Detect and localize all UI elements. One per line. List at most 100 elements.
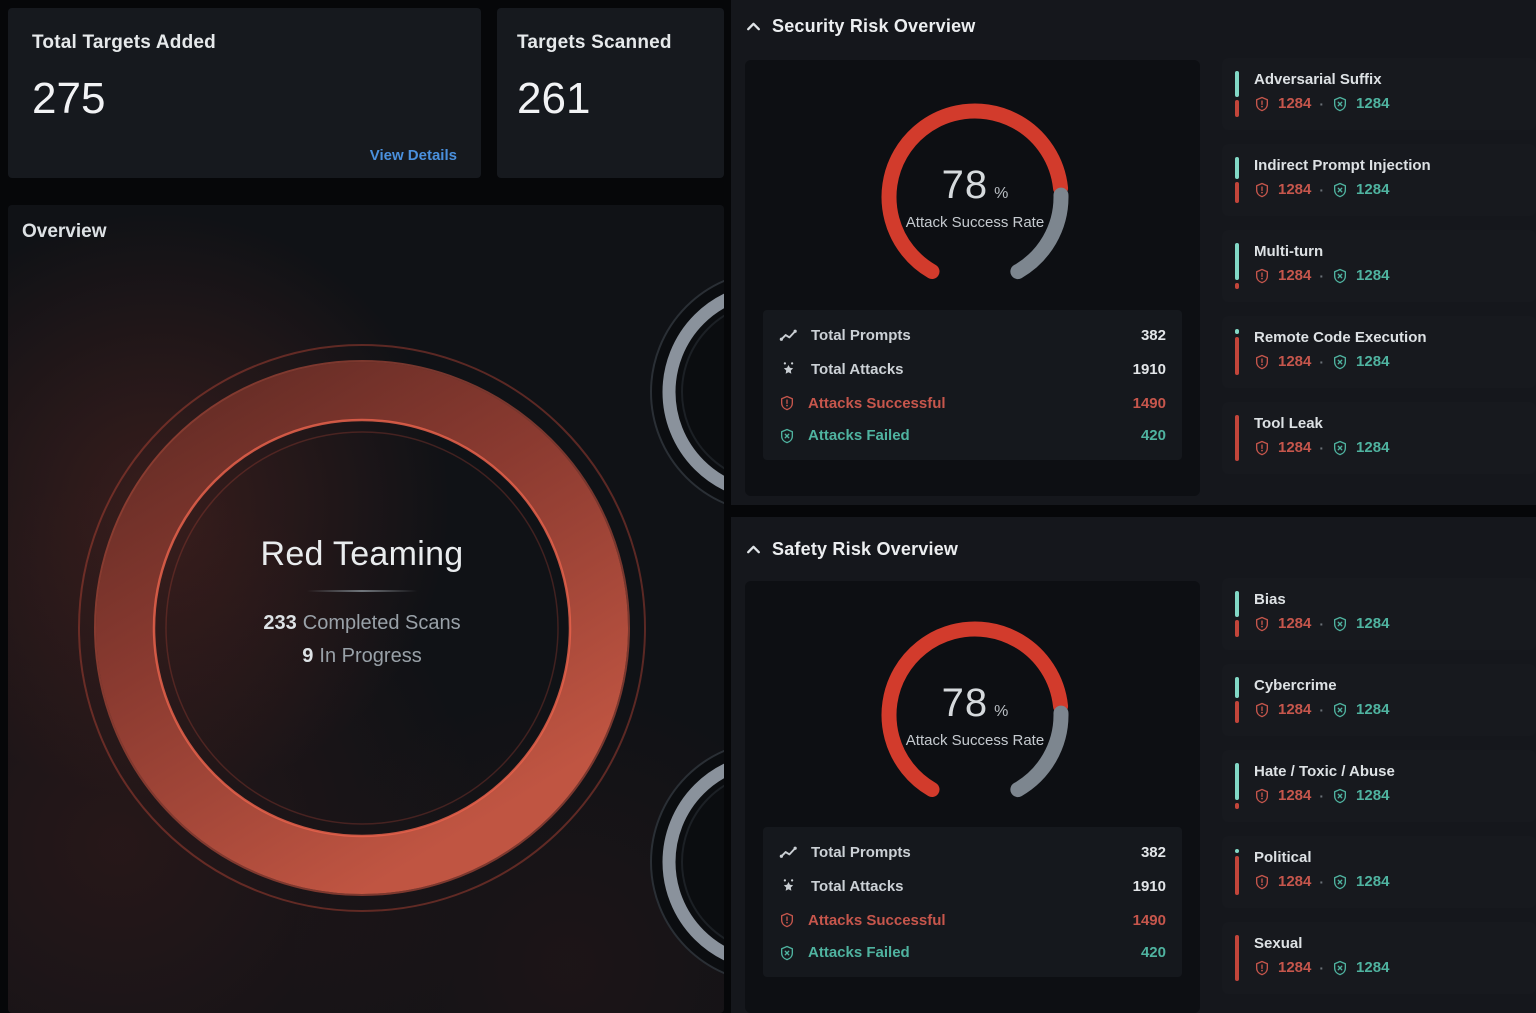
ring-divider xyxy=(307,590,417,592)
category-minibar xyxy=(1235,329,1239,375)
security-gauge-card: 78% Attack Success Rate Total Prompts 38… xyxy=(745,60,1200,496)
category-card[interactable]: Adversarial Suffix 1284 · 1284 xyxy=(1222,58,1536,130)
stat-label: Attacks Successful xyxy=(808,394,946,412)
category-minibar xyxy=(1235,677,1239,723)
shield-x-icon xyxy=(1332,702,1348,718)
stat-value: 1490 xyxy=(1132,911,1166,929)
stat-label: Attacks Failed xyxy=(808,944,910,962)
shield-alert-icon xyxy=(779,912,795,928)
attacks-icon xyxy=(779,877,798,896)
security-risk-section: Security Risk Overview 78% Attack Succes… xyxy=(731,0,1536,505)
category-card[interactable]: Hate / Toxic / Abuse 1284 · 1284 xyxy=(1222,750,1536,822)
shield-alert-icon xyxy=(1254,788,1270,804)
minibar-failed-segment xyxy=(1235,591,1239,617)
attacks-successful-count: 1284 xyxy=(1278,959,1312,976)
targets-scanned-value: 261 xyxy=(517,74,591,123)
category-card[interactable]: Bias 1284 · 1284 xyxy=(1222,578,1536,650)
total-targets-title: Total Targets Added xyxy=(32,32,216,53)
category-card[interactable]: Indirect Prompt Injection 1284 · 1284 xyxy=(1222,144,1536,216)
stat-value: 382 xyxy=(1140,843,1166,861)
minibar-success-segment xyxy=(1235,700,1239,723)
shield-alert-icon xyxy=(1254,874,1270,890)
in-progress-line: 9 In Progress xyxy=(162,645,562,668)
category-list: Bias 1284 · 1284 Cybercrime 1284 · 1284 … xyxy=(1222,578,1536,994)
attacks-successful-count: 1284 xyxy=(1278,701,1312,718)
category-minibar xyxy=(1235,71,1239,117)
stat-row: Total Prompts 382 xyxy=(779,326,1166,345)
overview-title: Overview xyxy=(22,221,107,242)
attacks-failed-count: 1284 xyxy=(1356,701,1390,718)
category-name: Cybercrime xyxy=(1254,677,1337,694)
chevron-up-icon[interactable] xyxy=(745,541,762,558)
minibar-success-segment xyxy=(1235,337,1239,375)
ring-center-summary: Red Teaming 233 Completed Scans 9 In Progr… xyxy=(162,535,562,668)
stat-value: 1490 xyxy=(1132,394,1166,412)
attacks-failed-count: 1284 xyxy=(1356,267,1390,284)
total-targets-card: Total Targets Added 275 View Details xyxy=(8,8,481,178)
safety-section-header[interactable]: Safety Risk Overview xyxy=(745,539,958,560)
gauge-value: 78 xyxy=(941,681,989,725)
completed-scans-count: 233 xyxy=(263,612,297,634)
stat-label: Total Prompts xyxy=(811,843,911,861)
section-title: Safety Risk Overview xyxy=(772,539,959,559)
red-teaming-ring-chart xyxy=(78,344,646,912)
category-card[interactable]: Multi-turn 1284 · 1284 xyxy=(1222,230,1536,302)
overview-panel: Overview Red T xyxy=(8,205,724,1013)
view-details-link[interactable]: View Details xyxy=(369,147,457,164)
inactive-ring-chart-bottom[interactable] xyxy=(642,732,724,992)
category-list: Adversarial Suffix 1284 · 1284 Indirect … xyxy=(1222,58,1536,474)
stat-value: 420 xyxy=(1140,427,1166,445)
category-card[interactable]: Remote Code Execution 1284 · 1284 xyxy=(1222,316,1536,388)
category-minibar xyxy=(1235,591,1239,637)
category-card[interactable]: Political 1284 · 1284 xyxy=(1222,836,1536,908)
attacks-successful-count: 1284 xyxy=(1278,873,1312,890)
attacks-failed-count: 1284 xyxy=(1356,873,1390,890)
in-progress-label: In Progress xyxy=(319,645,422,667)
minibar-failed-segment xyxy=(1235,763,1239,800)
stat-label: Attacks Failed xyxy=(808,427,910,445)
dot-separator: · xyxy=(1319,615,1325,632)
inactive-ring-chart-top[interactable] xyxy=(642,262,724,522)
shield-alert-icon xyxy=(1254,960,1270,976)
minibar-success-segment xyxy=(1235,935,1239,981)
completed-scans-line: 233 Completed Scans xyxy=(162,612,562,635)
category-card[interactable]: Tool Leak 1284 · 1284 xyxy=(1222,402,1536,474)
gauge-value: 78 xyxy=(941,163,989,207)
security-section-header[interactable]: Security Risk Overview xyxy=(745,16,976,37)
minibar-success-segment xyxy=(1235,181,1239,203)
category-name: Indirect Prompt Injection xyxy=(1254,157,1431,174)
attacks-successful-count: 1284 xyxy=(1278,181,1312,198)
targets-scanned-card: Targets Scanned 261 xyxy=(497,8,724,178)
dot-separator: · xyxy=(1319,95,1325,112)
category-name: Adversarial Suffix xyxy=(1254,71,1382,88)
shield-x-icon xyxy=(1332,268,1348,284)
category-name: Political xyxy=(1254,849,1312,866)
minibar-success-segment xyxy=(1235,619,1239,637)
safety-risk-section: Safety Risk Overview 78% Attack Success … xyxy=(731,517,1536,1013)
stat-row: Attacks Successful 1490 xyxy=(779,912,1166,929)
category-card[interactable]: Sexual 1284 · 1284 xyxy=(1222,922,1536,994)
dot-separator: · xyxy=(1319,873,1325,890)
shield-x-icon xyxy=(1332,354,1348,370)
risk-sections: Security Risk Overview 78% Attack Succes… xyxy=(731,0,1536,1013)
category-card[interactable]: Cybercrime 1284 · 1284 xyxy=(1222,664,1536,736)
shield-x-icon xyxy=(1332,440,1348,456)
attack-success-gauge: 78% Attack Success Rate xyxy=(865,605,1085,825)
safety-gauge-card: 78% Attack Success Rate Total Prompts 38… xyxy=(745,581,1200,1013)
gauge-label: Attack Success Rate xyxy=(905,732,1045,749)
stat-row: Total Attacks 1910 xyxy=(779,360,1166,379)
shield-x-icon xyxy=(1332,960,1348,976)
minibar-success-segment xyxy=(1235,802,1239,809)
chevron-up-icon[interactable] xyxy=(745,18,762,35)
minibar-success-segment xyxy=(1235,282,1239,289)
category-name: Sexual xyxy=(1254,935,1303,952)
stat-row: Attacks Successful 1490 xyxy=(779,395,1166,412)
attacks-successful-count: 1284 xyxy=(1278,267,1312,284)
minibar-failed-segment xyxy=(1235,71,1239,97)
category-minibar xyxy=(1235,243,1239,289)
category-name: Hate / Toxic / Abuse xyxy=(1254,763,1395,780)
in-progress-count: 9 xyxy=(302,645,314,667)
attacks-icon xyxy=(779,360,798,379)
stat-value: 1910 xyxy=(1132,361,1166,379)
